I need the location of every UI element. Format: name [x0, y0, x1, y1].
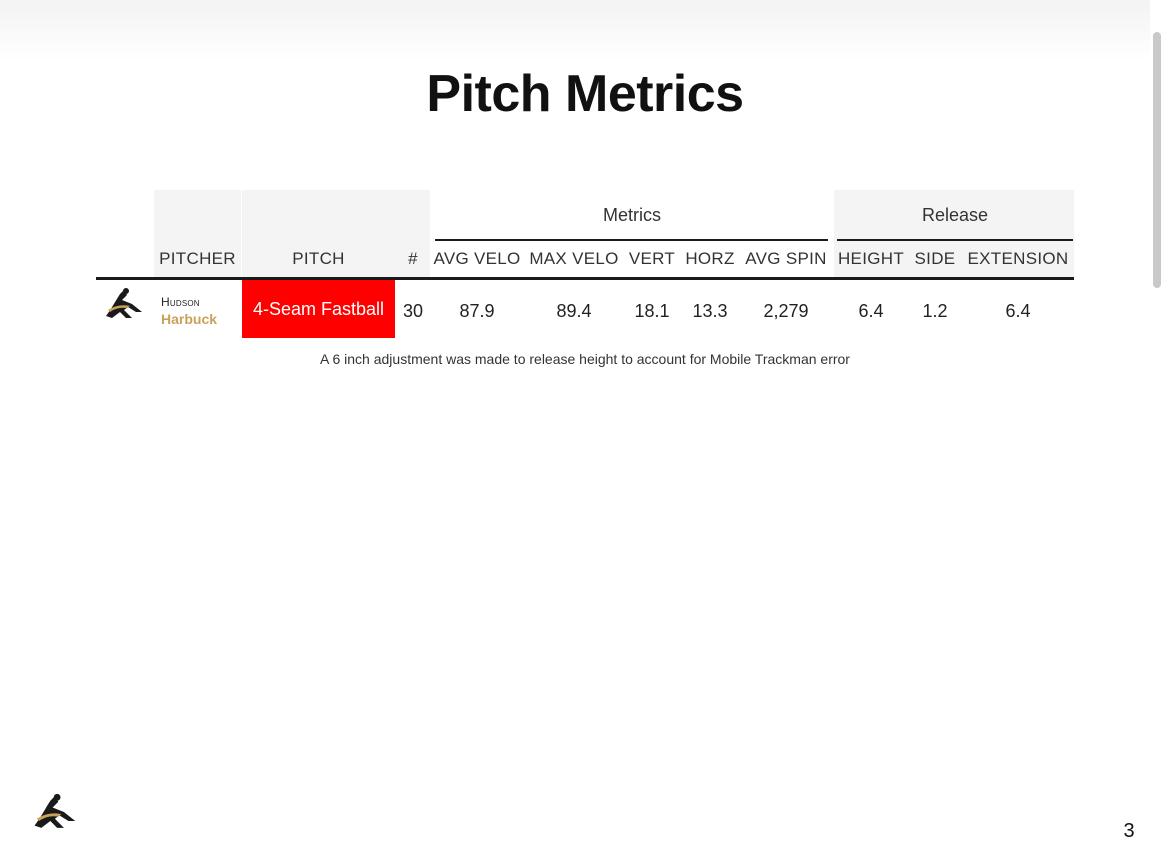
value-avg-spin: 2,279 [763, 301, 809, 321]
value-vert: 18.1 [634, 301, 670, 321]
value-height: 6.4 [858, 301, 884, 321]
value-extension: 6.4 [1005, 301, 1031, 321]
group-underline-release [837, 239, 1073, 241]
value-count: 30 [402, 301, 424, 321]
group-header-metrics: Metrics [603, 205, 661, 225]
col-header-max-velo: MAX VELO [529, 249, 619, 268]
col-header-horz: HORZ [685, 249, 735, 268]
col-header-avg-velo: AVG VELO [433, 249, 521, 268]
page-title: Pitch Metrics [426, 65, 744, 123]
footer-logo-icon [34, 793, 76, 828]
value-avg-velo: 87.9 [459, 301, 495, 321]
header-shade-release [834, 190, 1074, 278]
group-header-release: Release [921, 205, 989, 225]
header-shade-pitcher [154, 190, 241, 278]
page-number: 3 [1123, 820, 1135, 842]
group-underline-metrics [435, 239, 828, 241]
col-header-pitch: PITCH [292, 249, 345, 268]
col-header-extension: EXTENSION [967, 249, 1069, 268]
value-horz: 13.3 [692, 301, 728, 321]
value-max-velo: 89.4 [556, 301, 592, 321]
pitch-metrics-table: Metrics Release PITCHER PITCH # AVG VELO… [96, 190, 1074, 340]
pitch-type-cell: 4-Seam Fastball [242, 280, 395, 338]
top-band [0, 0, 1150, 62]
pitcher-last-name: Harbuck [161, 311, 218, 327]
adjustment-note: A 6 inch adjustment was made to release … [320, 351, 850, 367]
col-header-avg-spin: AVG SPIN [745, 249, 827, 268]
value-side: 1.2 [922, 301, 948, 321]
col-header-side: SIDE [914, 249, 956, 268]
scrollbar-thumb[interactable] [1153, 32, 1161, 288]
col-header-pitcher: PITCHER [159, 249, 236, 268]
header-rule [96, 277, 1074, 280]
col-header-height: HEIGHT [837, 249, 905, 268]
pitcher-first-name: Hudson [161, 295, 200, 309]
col-header-count: # [408, 249, 418, 268]
pitcher-logo-icon [106, 288, 142, 318]
header-shade-pitch [242, 190, 430, 278]
col-header-vert: VERT [628, 249, 676, 268]
